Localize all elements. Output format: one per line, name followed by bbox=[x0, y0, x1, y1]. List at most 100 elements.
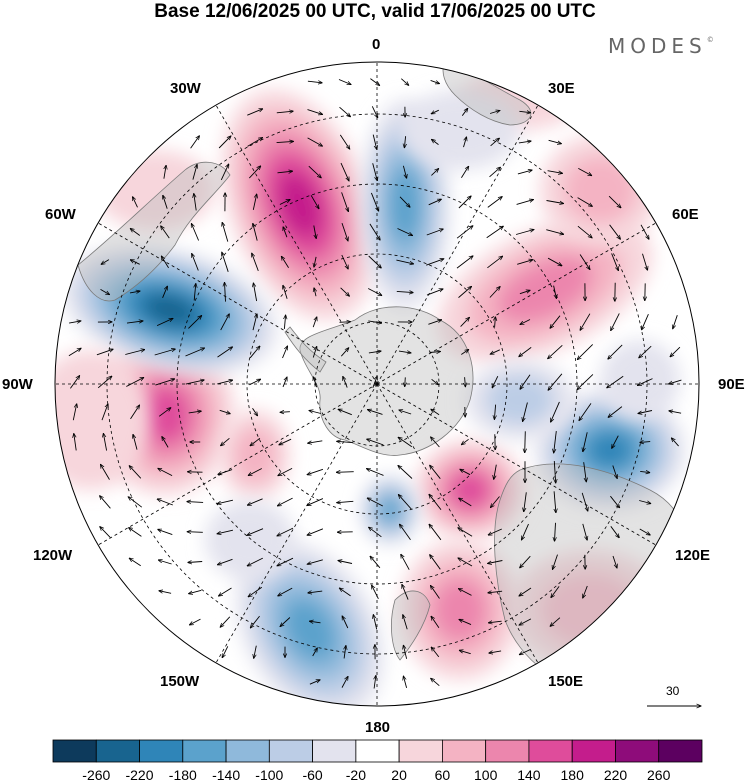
wind-vector bbox=[458, 528, 473, 537]
wind-vector bbox=[488, 528, 502, 535]
wind-vector bbox=[159, 591, 172, 594]
lon-label-120w: 120W bbox=[33, 547, 73, 564]
wind-vector bbox=[278, 467, 293, 475]
wind-vector bbox=[518, 141, 531, 143]
anomaly-level bbox=[563, 156, 637, 224]
wind-vector bbox=[314, 256, 316, 267]
wind-vector bbox=[277, 557, 294, 566]
anomaly-center-9 bbox=[62, 245, 278, 375]
wind-vector bbox=[217, 499, 233, 504]
anomaly-level bbox=[205, 500, 295, 580]
wind-vector bbox=[313, 225, 316, 239]
wind-vector bbox=[282, 377, 287, 388]
wind-vector bbox=[577, 344, 594, 359]
wind-vector bbox=[579, 403, 592, 420]
wind-vector bbox=[494, 404, 495, 420]
wind-vector bbox=[581, 492, 588, 511]
wind-vector bbox=[192, 254, 199, 271]
wind-vector bbox=[341, 222, 348, 241]
wind-vector bbox=[161, 226, 170, 239]
wind-vector bbox=[431, 678, 440, 687]
wind-vector bbox=[398, 466, 413, 479]
wind-vector bbox=[129, 528, 142, 537]
anomaly-level bbox=[400, 90, 520, 170]
wind-vector bbox=[525, 431, 526, 452]
wind-vector bbox=[191, 224, 200, 241]
wind-vector bbox=[577, 225, 592, 238]
wind-vector bbox=[492, 376, 499, 388]
wind-vector bbox=[276, 111, 293, 113]
wind-vector bbox=[279, 438, 292, 445]
colorbar-swatch bbox=[615, 739, 660, 763]
anomaly-level bbox=[433, 578, 487, 642]
anomaly-center-20 bbox=[400, 90, 520, 170]
colorbar-swatch bbox=[95, 739, 140, 763]
wind-vector bbox=[190, 618, 201, 625]
wind-vector bbox=[490, 349, 500, 354]
wind-vector bbox=[431, 169, 438, 176]
wind-vector bbox=[217, 347, 233, 358]
wind-vector bbox=[523, 402, 528, 422]
wind-vector bbox=[368, 351, 381, 353]
colorbar-swatch bbox=[355, 739, 400, 763]
wind-vector bbox=[426, 229, 443, 236]
wind-vector bbox=[72, 404, 76, 421]
wind-vector bbox=[337, 441, 354, 442]
wind-vector bbox=[309, 411, 322, 414]
wind-vector bbox=[188, 316, 201, 329]
wind-vector bbox=[553, 285, 557, 299]
wind-vector bbox=[670, 346, 681, 357]
lon-label-150e: 150E bbox=[548, 673, 584, 690]
wind-vector bbox=[583, 585, 588, 598]
wind-vector bbox=[461, 108, 467, 116]
wind-vector bbox=[369, 527, 382, 538]
wind-vector bbox=[133, 434, 138, 450]
wind-vector bbox=[164, 165, 166, 179]
colorbar bbox=[52, 739, 703, 763]
wind-vector bbox=[459, 498, 472, 507]
wind-vector bbox=[218, 558, 233, 564]
wind-vector bbox=[548, 344, 563, 358]
wind-vector bbox=[429, 352, 441, 353]
wind-vector bbox=[308, 165, 321, 178]
colorbar-swatch bbox=[398, 739, 443, 763]
wind-vector bbox=[162, 437, 169, 448]
wind-vector bbox=[547, 257, 562, 266]
colorbar-tick-label: 140 bbox=[517, 767, 541, 783]
wind-vector bbox=[185, 380, 204, 385]
wind-vector bbox=[370, 556, 381, 569]
wind-vector bbox=[283, 285, 288, 299]
wind-vector bbox=[100, 527, 111, 538]
wind-vector bbox=[310, 195, 319, 208]
lon-label-30e: 30E bbox=[548, 80, 575, 97]
wind-vector bbox=[129, 466, 142, 479]
wind-vector bbox=[519, 347, 532, 356]
wind-vector bbox=[188, 562, 203, 563]
wind-vector bbox=[307, 528, 324, 535]
wind-vector bbox=[254, 645, 257, 659]
wind-vector bbox=[487, 197, 502, 208]
wind-vector bbox=[218, 469, 233, 475]
brand-logo: MODES© bbox=[608, 34, 714, 58]
wind-vector bbox=[100, 496, 111, 509]
wind-vector bbox=[221, 437, 230, 445]
wind-vector bbox=[519, 290, 530, 295]
wind-vector bbox=[520, 374, 531, 390]
wind-vector bbox=[398, 437, 413, 448]
wind-vector bbox=[396, 291, 413, 292]
vector-scale-label: 30 bbox=[666, 684, 680, 698]
wind-vector bbox=[372, 163, 378, 180]
wind-vector bbox=[519, 618, 532, 625]
wind-vector bbox=[428, 320, 441, 325]
wind-vector bbox=[247, 557, 264, 566]
wind-vector bbox=[161, 256, 169, 269]
wind-vector bbox=[367, 469, 384, 476]
wind-vector bbox=[494, 464, 497, 480]
anomaly-center-5 bbox=[415, 440, 525, 540]
wind-vector bbox=[488, 560, 503, 564]
colorbar-tick-label: 260 bbox=[647, 767, 671, 783]
wind-vector bbox=[491, 496, 500, 508]
wind-vector bbox=[369, 223, 380, 240]
wind-vector bbox=[370, 78, 379, 86]
wind-vector bbox=[554, 460, 555, 483]
